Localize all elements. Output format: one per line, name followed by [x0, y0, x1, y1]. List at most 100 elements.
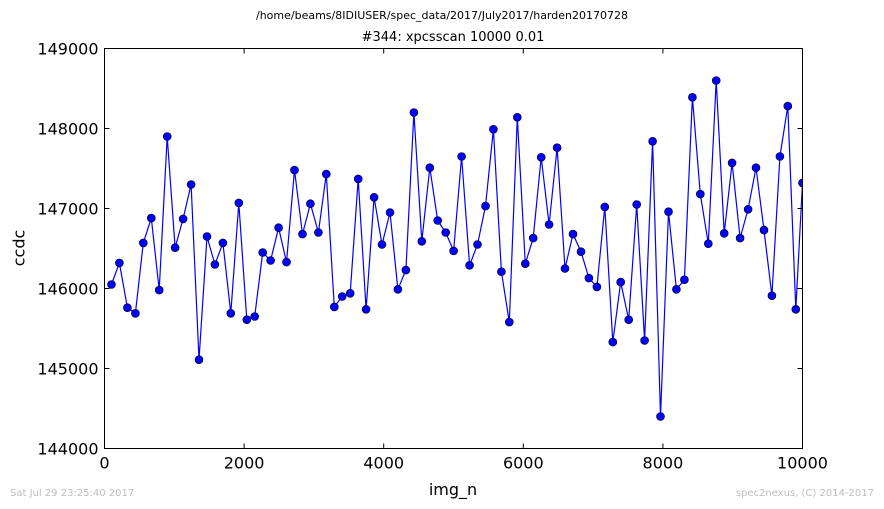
data-point	[282, 257, 291, 267]
data-point	[329, 302, 339, 312]
data-point	[154, 285, 164, 295]
x-tick-label: 8000	[643, 454, 684, 473]
data-point	[680, 275, 689, 285]
data-point	[767, 291, 777, 301]
y-tick-label: 147000	[37, 200, 98, 219]
data-point	[226, 308, 236, 318]
data-point	[107, 280, 116, 289]
data-point	[703, 239, 713, 248]
data-point	[417, 237, 427, 246]
data-point	[512, 113, 522, 122]
data-point	[616, 277, 626, 287]
data-point	[131, 308, 140, 318]
data-point	[727, 158, 737, 168]
data-point	[234, 198, 244, 208]
y-axis-label: ccdc	[9, 229, 29, 267]
y-tick-label: 148000	[37, 120, 98, 139]
data-point	[473, 240, 482, 249]
data-point	[576, 247, 586, 256]
data-point	[624, 315, 634, 325]
data-point	[664, 207, 673, 216]
data-point	[441, 228, 451, 237]
data-point	[719, 229, 729, 238]
data-point	[457, 152, 466, 161]
data-point	[592, 282, 602, 292]
data-point	[759, 225, 769, 235]
data-point	[688, 93, 697, 102]
figure-suptitle: /home/beams/8IDIUSER/spec_data/2017/July…	[256, 9, 628, 22]
data-point	[393, 284, 403, 294]
data-point	[600, 202, 610, 212]
data-point	[568, 229, 578, 239]
data-point	[321, 169, 331, 179]
data-point	[115, 258, 124, 268]
y-tick-label: 146000	[37, 280, 98, 299]
x-tick-label: 10000	[777, 454, 828, 473]
data-point	[433, 216, 443, 225]
data-point	[353, 174, 363, 184]
data-point	[218, 238, 228, 248]
data-point	[170, 243, 180, 252]
x-tick-label: 0	[99, 454, 109, 473]
plot-frame	[104, 48, 803, 449]
data-point	[250, 312, 259, 321]
data-point	[497, 267, 506, 277]
data-point	[385, 208, 395, 217]
data-point	[489, 125, 498, 134]
data-point	[552, 143, 562, 152]
data-point	[775, 152, 785, 161]
y-tick-label: 145000	[37, 360, 98, 379]
data-point	[306, 199, 315, 208]
footer-credit: spec2nexus, (C) 2014-2017	[735, 488, 874, 499]
series-layer	[107, 76, 803, 421]
data-point	[504, 317, 514, 327]
data-point	[640, 336, 649, 345]
axis-ticks: 0 2000 4000 6000 8000 10000 144000 145000 146000…	[37, 40, 828, 473]
data-point	[560, 264, 570, 273]
data-point	[743, 205, 753, 214]
data-point	[139, 238, 148, 248]
y-tick-label: 149000	[37, 40, 98, 59]
data-point	[608, 337, 618, 347]
data-point	[290, 165, 299, 175]
data-point	[695, 189, 705, 199]
x-tick-label: 4000	[363, 454, 404, 473]
data-point	[528, 233, 538, 243]
data-point	[186, 180, 196, 189]
data-point	[735, 233, 745, 243]
data-point	[162, 132, 172, 141]
data-point	[672, 284, 681, 294]
data-point	[481, 201, 490, 211]
data-point	[178, 214, 188, 224]
data-point	[377, 240, 387, 249]
data-point	[711, 76, 721, 85]
data-point	[465, 260, 474, 270]
data-point	[536, 153, 546, 162]
data-point	[648, 137, 657, 146]
data-point	[361, 304, 371, 314]
data-point	[202, 232, 212, 241]
data-point	[298, 229, 307, 239]
data-point	[123, 303, 132, 313]
data-point	[345, 288, 355, 298]
footer-timestamp: Sat Jul 29 23:25:40 2017	[10, 488, 135, 499]
data-point	[449, 246, 458, 256]
data-point	[194, 355, 204, 365]
data-point	[783, 101, 793, 111]
data-point	[337, 292, 347, 301]
data-point	[425, 163, 435, 172]
data-point	[544, 220, 554, 229]
data-point	[274, 223, 283, 232]
data-point	[409, 108, 419, 117]
data-point	[656, 412, 665, 421]
data-point	[266, 256, 275, 265]
x-tick-label: 6000	[503, 454, 544, 473]
data-point	[751, 163, 761, 172]
data-point	[258, 248, 268, 257]
data-point	[401, 265, 411, 275]
x-tick-label: 2000	[224, 454, 265, 473]
data-point	[520, 259, 530, 269]
data-point	[242, 315, 252, 325]
data-point	[314, 228, 323, 237]
